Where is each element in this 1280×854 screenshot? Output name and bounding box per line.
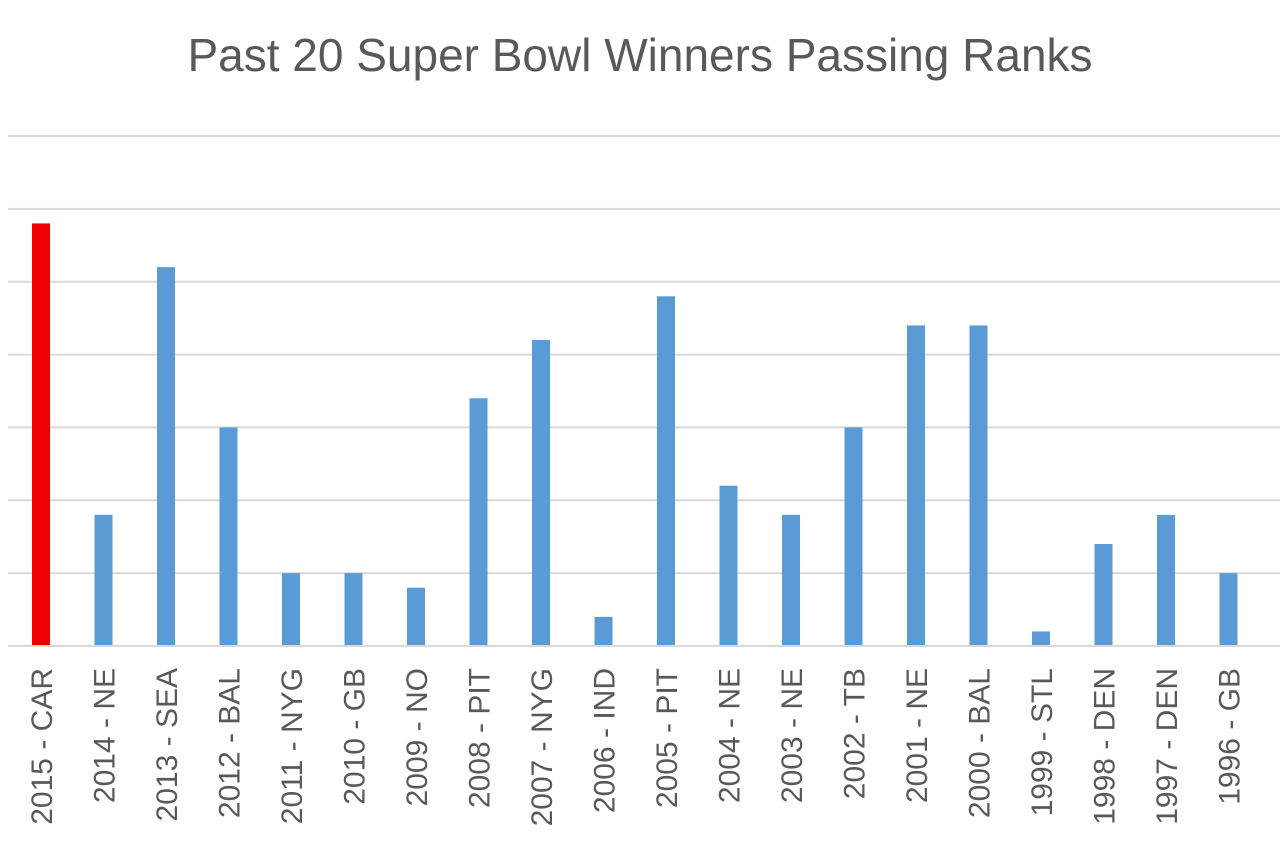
bar (1094, 544, 1113, 646)
x-tick-label: 2015 - CAR (26, 668, 59, 825)
x-tick-label: 2008 - PIT (464, 668, 497, 808)
gridlines (8, 135, 1280, 575)
bar (719, 485, 738, 646)
bar (969, 325, 988, 646)
bar (219, 427, 238, 646)
x-tick-label: 2013 - SEA (151, 668, 184, 821)
bar (1032, 631, 1050, 646)
bar (907, 325, 925, 646)
x-tick-label: 2000 - BAL (964, 668, 997, 818)
bar (1157, 514, 1175, 646)
bar (594, 616, 613, 646)
bar (657, 296, 675, 646)
x-tick-label: 1997 - DEN (1151, 668, 1184, 825)
x-tick-labels: 2015 - CAR 2014 - NE 2013 - SEA 2012 - BAL 2… (26, 668, 1280, 826)
x-tick-label: 2011 - NYG (276, 668, 309, 824)
chart-title: Past 20 Super Bowl Winners Passing Ranks (187, 29, 1093, 81)
x-tick-label: 2003 - NE (776, 668, 809, 803)
x-tick-label: 2014 - NE (89, 668, 122, 803)
bar (469, 398, 488, 646)
x-tick-label: 1999 - STL (1026, 668, 1059, 816)
x-tick-label: 2005 - PIT (651, 668, 684, 808)
x-tick-label: 2004 - NE (714, 668, 747, 803)
x-tick-label: 2002 - TB (839, 668, 872, 799)
x-tick-label: 2010 - GB (339, 668, 372, 805)
x-tick-label: 2006 - IND (589, 668, 622, 813)
x-tick-label: 1998 - DEN (1089, 668, 1122, 825)
bar (94, 514, 113, 646)
bar (344, 573, 363, 646)
bar (282, 573, 300, 646)
bar (844, 427, 863, 646)
bar (32, 223, 50, 646)
bar (782, 514, 800, 646)
bars (32, 223, 1238, 646)
x-tick-label: 2001 - NE (901, 668, 934, 803)
x-tick-label: 2009 - NO (401, 668, 434, 806)
bar (532, 340, 550, 646)
bar (157, 267, 175, 646)
bar (1219, 573, 1238, 646)
x-tick-label: 2012 - BAL (214, 668, 247, 818)
x-tick-label: 2007 - NYG (526, 668, 559, 826)
bar (407, 587, 425, 646)
x-tick-label: 1996 - GB (1214, 668, 1247, 805)
x-tick-label: 1995 - DAL (1276, 668, 1280, 820)
